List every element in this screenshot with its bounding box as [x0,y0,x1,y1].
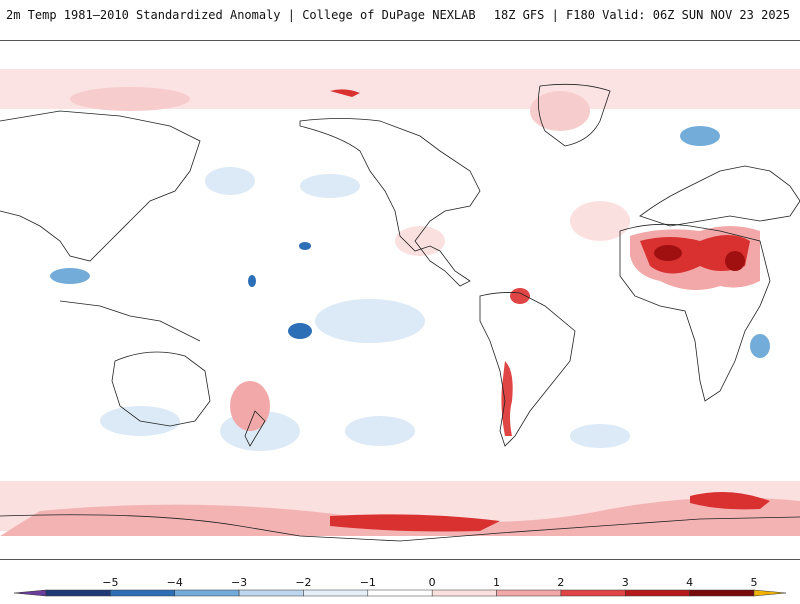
legend-colorbar [0,568,800,600]
colorbar-tick-label: 0 [428,576,436,589]
colorbar-bin [238,589,304,597]
africa-hot [640,235,750,274]
antarctic-anomaly [0,497,800,536]
cold-spot [50,268,90,284]
colorbar-bin [560,589,626,597]
colorbar-tick-label: −5 [102,576,119,589]
warm-patch [395,226,445,256]
cold-spot [288,323,312,339]
cold-spot [299,242,311,250]
south-america-warm [501,361,513,436]
cool-patch [570,424,630,448]
africa-very-hot [654,245,682,261]
map-title: 2m Temp 1981–2010 Standardized Anomaly |… [6,8,476,22]
colorbar-bin [174,589,240,597]
venezuela-warm [510,288,530,304]
colorbar-tick-label: 2 [557,576,565,589]
colorbar-bin [367,589,433,597]
colorbar-bin [431,589,497,597]
colorbar-tick-label: 1 [493,576,501,589]
map-header: 2m Temp 1981–2010 Standardized Anomaly |… [0,0,800,30]
africa-very-hot [725,251,745,271]
cold-spot [750,334,770,358]
run-info: 18Z GFS | F180 Valid: 06Z SUN NOV 23 202… [493,8,790,22]
map-frame [0,40,800,560]
arctic-hot-spot [330,89,360,97]
colorbar-tick-label: −2 [295,576,312,589]
colorbar-tick-label: −1 [359,576,376,589]
anomaly-map [0,41,800,559]
colorbar-bin [45,589,111,597]
colorbar-bin [110,589,175,597]
cool-patch [205,167,255,195]
warm-patch [230,381,270,431]
colorbar-extend-high [753,589,787,597]
colorbar-bin [689,589,755,597]
colorbar-segments [13,589,787,597]
colorbar-tick-label: 5 [750,576,758,589]
cold-spot [248,275,256,287]
cool-patch [300,174,360,198]
colorbar-svg [13,589,787,597]
coastlines [0,83,800,542]
colorbar-extend-low [13,589,47,597]
colorbar-bin [303,589,369,597]
map-background [0,41,800,559]
antarctic-hot-spot [330,514,500,532]
colorbar-tick-label: 4 [686,576,694,589]
cool-patch [315,299,425,343]
warm-patch [70,87,190,111]
colorbar-bin [625,589,690,597]
colorbar-tick-label: 3 [621,576,629,589]
colorbar-tick-label: −4 [166,576,183,589]
colorbar-tick-label: −3 [230,576,248,589]
cool-patch [345,416,415,446]
cold-spot [680,126,720,146]
antarctic-hot-spot-east [690,492,770,510]
colorbar-bin [496,589,562,597]
warm-patch [530,91,590,131]
warm-patch [570,201,630,241]
